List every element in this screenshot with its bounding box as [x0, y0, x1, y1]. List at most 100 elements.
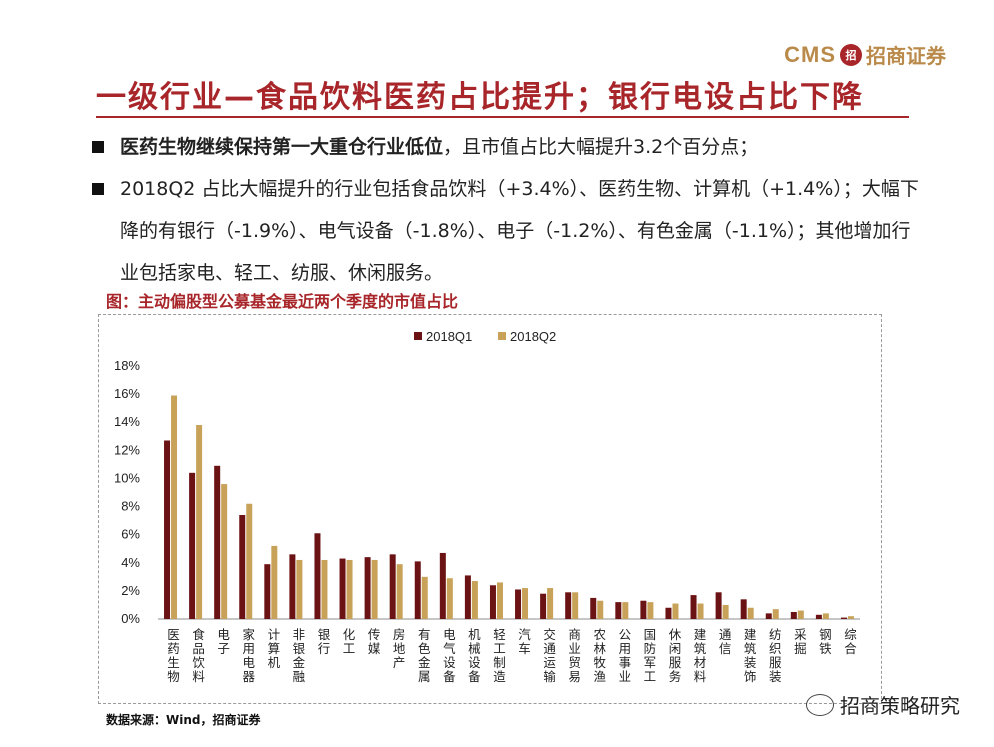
legend-label-0: 2018Q1: [426, 329, 472, 344]
bar-2018Q2-14: [522, 588, 529, 619]
bar-chart: 2018Q1 2018Q2 0% 2% 4% 6% 8% 10% 12% 14% 16% 18% 医…: [114, 329, 860, 684]
y-tick-label: 18%: [114, 358, 140, 373]
bar-2018Q1-2: [214, 465, 221, 619]
bar-2018Q2-8: [371, 559, 378, 619]
slide-title: 一级行业—食品饮料医药占比提升；银行电设占比下降: [96, 80, 864, 115]
x-category-label: 非银金融: [293, 627, 306, 684]
bar-2018Q1-23: [740, 599, 747, 619]
bar-2018Q1-21: [690, 595, 697, 619]
bullet-item-1: 医药生物继续保持第一大重仓行业低位，且市值占比大幅提升3.2个百分点；: [92, 126, 920, 168]
logo-cms-text: CMS: [784, 41, 836, 67]
bar-2018Q1-14: [515, 589, 522, 619]
bar-2018Q1-16: [565, 592, 572, 619]
x-category-label: 钢铁: [819, 627, 832, 656]
bar-2018Q1-7: [339, 558, 346, 619]
bar-2018Q1-22: [715, 592, 722, 619]
bar-2018Q2-19: [647, 602, 654, 619]
bar-2018Q2-13: [496, 582, 503, 619]
bar-2018Q2-18: [622, 602, 629, 619]
bar-2018Q2-17: [597, 600, 604, 619]
y-tick-label: 10%: [114, 470, 140, 485]
y-tick-label: 8%: [121, 499, 140, 514]
bar-2018Q2-4: [271, 545, 278, 619]
logo-name-text: 招商证券: [866, 44, 946, 68]
bar-2018Q2-25: [797, 610, 804, 619]
bar-2018Q1-6: [314, 533, 321, 619]
bar-2018Q1-25: [790, 611, 797, 619]
bar-2018Q2-0: [171, 395, 178, 619]
bar-2018Q1-13: [489, 585, 496, 619]
x-category-label: 医药生物: [167, 627, 180, 684]
y-tick-label: 4%: [121, 555, 140, 570]
bar-2018Q2-11: [446, 578, 453, 619]
bullet-list: 医药生物继续保持第一大重仓行业低位，且市值占比大幅提升3.2个百分点； 2018…: [92, 126, 920, 294]
square-bullet-icon: [92, 183, 104, 195]
y-tick-label: 2%: [121, 583, 140, 598]
square-bullet-icon: [92, 141, 104, 153]
bar-2018Q1-8: [364, 557, 371, 619]
x-category-label: 休闲服务: [669, 627, 682, 684]
x-category-label: 轻工制造: [493, 627, 506, 684]
bar-2018Q2-9: [396, 564, 403, 619]
x-category-label: 国防军工: [644, 627, 657, 684]
y-tick-label: 6%: [121, 527, 140, 542]
x-category-label: 纺织服装: [769, 627, 782, 684]
x-category-label: 公用事业: [619, 627, 632, 684]
data-source-note: 数据来源：Wind，招商证券: [106, 713, 261, 727]
bar-2018Q2-1: [196, 425, 203, 619]
x-category-label: 家用电器: [242, 627, 255, 684]
bar-2018Q1-5: [289, 554, 296, 619]
bar-2018Q1-15: [540, 593, 547, 619]
bar-2018Q1-10: [414, 561, 421, 619]
x-category-label: 汽车: [518, 627, 531, 656]
x-category-label: 银行: [318, 627, 331, 656]
bar-2018Q1-27: [840, 617, 847, 619]
bar-2018Q2-6: [321, 559, 328, 619]
y-tick-label: 14%: [114, 414, 140, 429]
x-category-label: 食品饮料: [192, 627, 205, 684]
x-category-label: 机械设备: [468, 627, 481, 684]
bar-series: [164, 395, 854, 619]
x-category-label: 有色金属: [418, 627, 431, 684]
y-tick-label: 0%: [121, 611, 140, 626]
bar-2018Q2-23: [747, 607, 754, 619]
bullet-1-strong: 医药生物继续保持第一大重仓行业低位: [120, 136, 444, 158]
logo-badge-icon: 招: [840, 43, 862, 66]
x-axis: 医药生物食品饮料电子家用电器计算机非银金融银行化工传媒房地产有色金属电气设备机械…: [167, 627, 857, 684]
x-category-label: 建筑材料: [694, 627, 707, 684]
bar-2018Q2-5: [296, 559, 303, 619]
bullet-1-text: ，且市值占比大幅提升3.2个百分点；: [443, 136, 759, 158]
x-category-label: 交通运输: [543, 627, 556, 684]
bar-2018Q1-26: [815, 614, 822, 619]
x-category-label: 化工: [343, 627, 356, 656]
x-category-label: 传媒: [368, 627, 381, 656]
bar-2018Q2-15: [547, 588, 554, 619]
bar-2018Q2-3: [246, 503, 253, 619]
bar-2018Q1-19: [640, 600, 647, 619]
bar-2018Q1-24: [765, 613, 772, 619]
bar-2018Q1-0: [164, 440, 171, 619]
chart-frame: [98, 314, 882, 704]
bar-2018Q1-11: [439, 552, 446, 619]
figure-caption: 图：主动偏股型公募基金最近两个季度的市值占比: [106, 292, 459, 311]
bar-2018Q1-9: [389, 554, 396, 619]
company-logo: CMS 招 招商证券: [784, 40, 946, 69]
x-category-label: 商业贸易: [568, 627, 581, 684]
watermark-text: 招商策略研究: [840, 694, 960, 718]
x-category-label: 农林牧渔: [593, 627, 606, 684]
bar-2018Q2-7: [346, 559, 353, 619]
bar-2018Q1-12: [464, 575, 471, 619]
bullet-item-2: 2018Q2 占比大幅提升的行业包括食品饮料（+3.4%）、医药生物、计算机（+…: [92, 168, 920, 294]
bar-2018Q2-21: [697, 603, 704, 619]
x-category-label: 通信: [719, 627, 732, 656]
x-category-label: 采掘: [794, 627, 807, 656]
bar-2018Q2-20: [672, 603, 679, 619]
bar-2018Q2-2: [221, 484, 228, 619]
bar-2018Q1-1: [189, 472, 196, 619]
bar-2018Q1-20: [665, 607, 672, 619]
bar-2018Q2-12: [471, 581, 478, 619]
x-category-label: 房地产: [393, 627, 406, 670]
y-tick-label: 16%: [114, 386, 140, 401]
bar-2018Q1-18: [615, 602, 622, 619]
bullet-2-text: 2018Q2 占比大幅提升的行业包括食品饮料（+3.4%）、医药生物、计算机（+…: [120, 178, 919, 284]
